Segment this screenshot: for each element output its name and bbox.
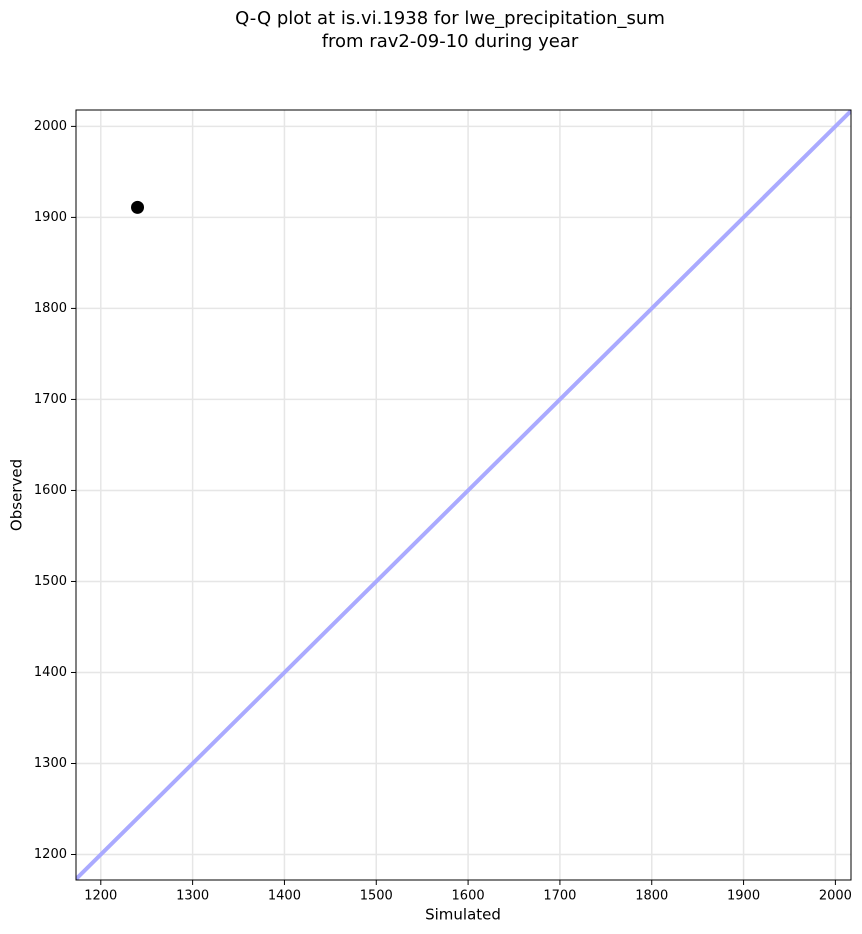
- point: [131, 200, 145, 214]
- plot-frame: [75, 109, 852, 881]
- x-tick-label: 1500: [360, 889, 393, 904]
- y-axis-label: Observed: [8, 459, 26, 531]
- x-tick-label: 2000: [819, 889, 852, 904]
- y-tick-label: 1700: [34, 392, 67, 407]
- y-tick-label: 2000: [34, 119, 67, 134]
- y-tick-label: 1600: [34, 483, 67, 498]
- y-tick-label: 1400: [34, 665, 67, 680]
- x-tick-label: 1800: [635, 889, 668, 904]
- x-tick-label: 1900: [727, 889, 760, 904]
- y-tick-label: 1200: [34, 847, 67, 862]
- x-tick-label: 1400: [268, 889, 301, 904]
- y-tick-label: 1500: [34, 574, 67, 589]
- chart-title: from rav2-09-10 during year: [322, 31, 579, 52]
- chart-title: Q-Q plot at is.vi.1938 for lwe_precipita…: [235, 8, 665, 29]
- reference-line: [76, 110, 851, 880]
- y-tick-label: 1300: [34, 756, 67, 771]
- x-tick-label: 1600: [452, 889, 485, 904]
- x-axis-label: Simulated: [425, 906, 501, 924]
- x-tick-label: 1200: [84, 889, 117, 904]
- x-tick-label: 1300: [176, 889, 209, 904]
- y-tick-label: 1800: [34, 301, 67, 316]
- y-tick-label: 1900: [34, 210, 67, 225]
- x-tick-label: 1700: [543, 889, 576, 904]
